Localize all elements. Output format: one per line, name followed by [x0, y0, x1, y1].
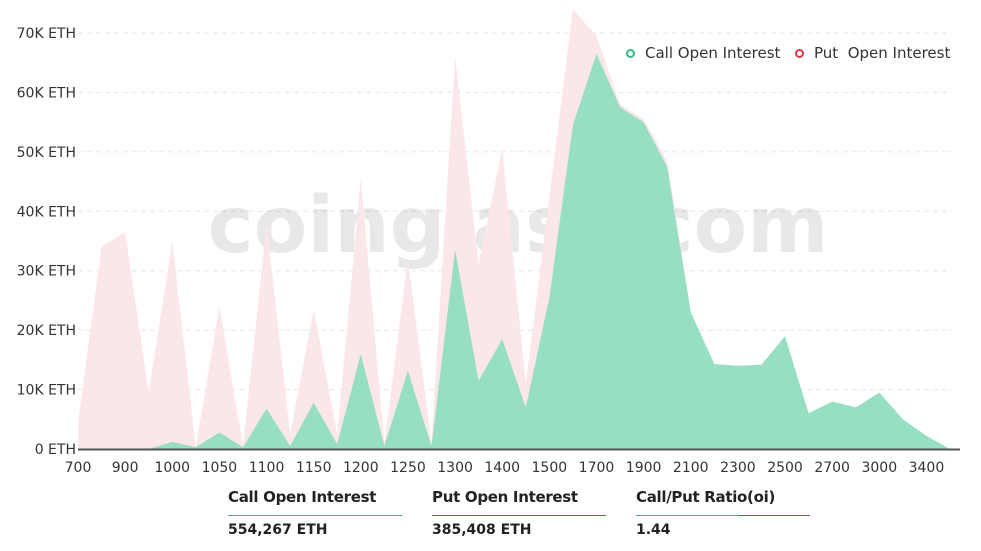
- put-oi-stat: Put Open Interest 385,408 ETH: [432, 488, 606, 538]
- x-tick-label: 2100: [673, 460, 709, 476]
- x-tick-label: 1400: [484, 460, 520, 476]
- x-tick-label: 1250: [390, 460, 426, 476]
- legend-put-label: Put Open Interest: [814, 44, 951, 62]
- y-tick-label: 50K ETH: [17, 145, 76, 161]
- ratio-value: 1.44: [636, 522, 671, 538]
- call-open-interest-area: [78, 53, 950, 450]
- put-open-interest-area: [78, 9, 950, 449]
- x-tick-label: 3400: [909, 460, 945, 476]
- x-tick-label: 1700: [579, 460, 615, 476]
- call-legend-dot-icon: [626, 48, 635, 58]
- put-legend-dot-icon: [795, 48, 804, 58]
- legend-put[interactable]: Put Open Interest: [795, 44, 950, 62]
- y-tick-label: 30K ETH: [17, 264, 76, 280]
- x-tick-label: 1200: [343, 460, 379, 476]
- y-tick-label: 40K ETH: [17, 204, 76, 220]
- put-oi-value: 385,408 ETH: [432, 522, 532, 538]
- x-tick-label: 3000: [861, 460, 897, 476]
- y-tick-label: 70K ETH: [17, 26, 76, 42]
- call-oi-underline: [228, 515, 402, 516]
- x-tick-label: 1300: [437, 460, 473, 476]
- x-tick-label: 1050: [202, 460, 238, 476]
- x-tick-label: 2700: [814, 460, 850, 476]
- y-tick-label: 10K ETH: [17, 383, 76, 399]
- watermark: coinglass.com: [208, 181, 829, 271]
- put-oi-underline: [432, 515, 606, 516]
- x-tick-label: 2500: [767, 460, 803, 476]
- legend-call[interactable]: Call Open Interest: [626, 44, 780, 62]
- call-oi-value: 554,267 ETH: [228, 522, 328, 538]
- x-axis: 700 900 1000 1050 1100 1150 1200 1250 1300 1400 15…: [65, 460, 945, 476]
- call-oi-stat: Call Open Interest 554,267 ETH: [228, 488, 402, 538]
- open-interest-chart: coinglass.com 0 ETH 10K ETH 20K ETH 30K ETH…: [17, 9, 960, 476]
- x-tick-label: 700: [65, 460, 92, 476]
- legend-call-label: Call Open Interest: [645, 44, 781, 62]
- put-oi-label: Put Open Interest: [432, 488, 578, 506]
- y-tick-label: 60K ETH: [17, 85, 76, 101]
- y-tick-label: 20K ETH: [17, 323, 76, 339]
- x-tick-label: 1900: [626, 460, 662, 476]
- ratio-stat: Call/Put Ratio(oi) 1.44: [636, 488, 810, 538]
- ratio-label: Call/Put Ratio(oi): [636, 488, 776, 506]
- y-axis: 0 ETH 10K ETH 20K ETH 30K ETH 40K ETH 50K ETH…: [17, 26, 76, 458]
- x-tick-label: 1000: [154, 460, 190, 476]
- x-tick-label: 900: [112, 460, 139, 476]
- x-tick-label: 1100: [249, 460, 285, 476]
- x-tick-label: 1150: [296, 460, 332, 476]
- x-tick-label: 1500: [532, 460, 568, 476]
- y-tick-label: 0 ETH: [35, 442, 76, 458]
- call-oi-label: Call Open Interest: [228, 488, 377, 506]
- ratio-underline: [636, 515, 810, 516]
- x-tick-label: 2300: [720, 460, 756, 476]
